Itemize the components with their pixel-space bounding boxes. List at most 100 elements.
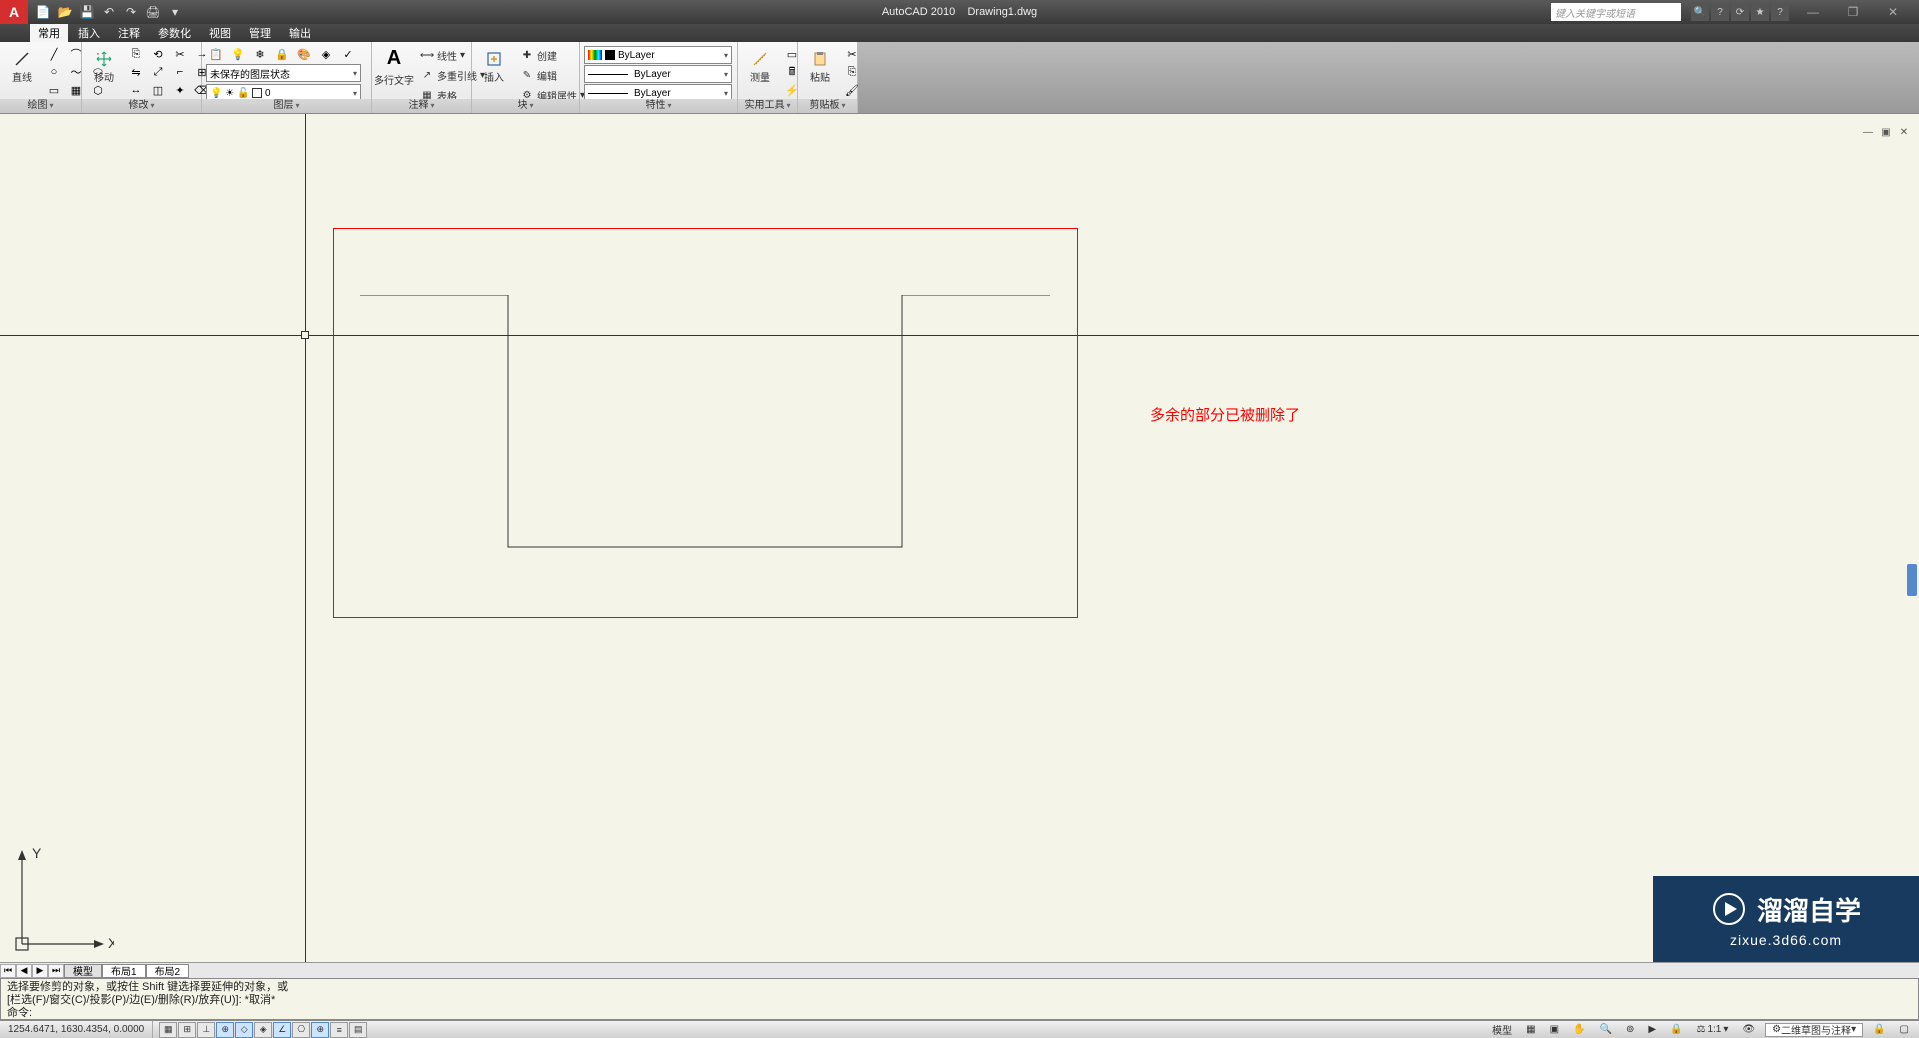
tab-home[interactable]: 常用 <box>30 24 68 42</box>
panel-label-modify[interactable]: 修改 <box>82 99 201 113</box>
sync-icon[interactable]: ⟳ <box>1731 3 1749 21</box>
help-icon[interactable]: ? <box>1711 3 1729 21</box>
clean-screen-icon[interactable]: ▢ <box>1896 1023 1913 1037</box>
search-icon[interactable]: 🔍 <box>1691 3 1709 21</box>
rotate-icon[interactable]: ⟲ <box>148 46 168 62</box>
dyn-toggle[interactable]: ⊕ <box>311 1022 329 1038</box>
panel-label-annotation[interactable]: 注释 <box>372 99 471 113</box>
pan-icon[interactable]: ✋ <box>1569 1023 1589 1037</box>
layer-color-icon[interactable]: 🎨 <box>294 46 314 62</box>
explode-icon[interactable]: ✦ <box>170 82 190 98</box>
canvas[interactable]: 多余的部分已被删除了 Y X — ▣ ✕ 溜溜自学 zixue.3d66.com <box>0 114 1919 962</box>
offset-icon[interactable]: ◫ <box>148 82 168 98</box>
mirror-icon[interactable]: ⇋ <box>126 64 146 80</box>
ducs-toggle[interactable]: ⎔ <box>292 1022 310 1038</box>
cut-icon[interactable]: ✂ <box>842 46 862 62</box>
tab-layout2[interactable]: 布局2 <box>146 964 190 978</box>
tab-first-icon[interactable]: ⏮ <box>0 964 16 978</box>
vp-maximize-icon[interactable]: ▣ <box>1879 126 1893 138</box>
print-icon[interactable]: 🖨 <box>144 3 162 21</box>
polyline-icon[interactable]: ╱ <box>44 46 64 62</box>
panel-label-utilities[interactable]: 实用工具 <box>738 99 797 113</box>
scrollbar-vertical[interactable] <box>1907 564 1917 596</box>
quickview-layouts-icon[interactable]: ▣ <box>1546 1023 1563 1037</box>
create-block-tool[interactable]: ✚创建 <box>516 46 561 64</box>
osnap-toggle[interactable]: ◇ <box>235 1022 253 1038</box>
stretch-icon[interactable]: ↔ <box>126 82 146 98</box>
annovis-icon[interactable]: 👁 <box>1738 1023 1759 1037</box>
redo-icon[interactable]: ↷ <box>122 3 140 21</box>
star-icon[interactable]: ★ <box>1751 3 1769 21</box>
layer-off-icon[interactable]: 💡 <box>228 46 248 62</box>
showmotion-icon[interactable]: ▶ <box>1644 1023 1660 1037</box>
app-logo[interactable]: A <box>0 0 28 24</box>
copy-icon[interactable]: ⎘ <box>126 46 146 62</box>
tab-model[interactable]: 模型 <box>64 964 102 978</box>
otrack-toggle[interactable]: ∠ <box>273 1022 291 1038</box>
annoscale-icon[interactable]: 🔒 <box>1666 1023 1686 1037</box>
edit-block-tool[interactable]: ✎编辑 <box>516 66 561 84</box>
tab-prev-icon[interactable]: ◀ <box>16 964 32 978</box>
minimize-button[interactable]: — <box>1799 4 1827 20</box>
trim-icon[interactable]: ✂ <box>170 46 190 62</box>
fillet-icon[interactable]: ⌐ <box>170 64 190 80</box>
maximize-button[interactable]: ❐ <box>1839 4 1867 20</box>
copy-clip-icon[interactable]: ⎘ <box>842 64 862 80</box>
panel-label-properties[interactable]: 特性 <box>580 99 737 113</box>
tab-parametric[interactable]: 参数化 <box>150 24 199 42</box>
coordinates[interactable]: 1254.6471, 1630.4354, 0.0000 <box>0 1021 153 1038</box>
drawing-area[interactable]: 多余的部分已被删除了 Y X — ▣ ✕ 溜溜自学 zixue.3d66.com <box>0 114 1919 962</box>
tab-annotate[interactable]: 注释 <box>110 24 148 42</box>
linear-dim-tool[interactable]: ⟷线性 ▾ <box>416 46 469 64</box>
line-tool[interactable]: 直线 <box>6 46 38 88</box>
snap-toggle[interactable]: ▦ <box>159 1022 177 1038</box>
qat-dropdown-icon[interactable]: ▾ <box>166 3 184 21</box>
tab-last-icon[interactable]: ⏭ <box>48 964 64 978</box>
panel-label-draw[interactable]: 绘图 <box>0 99 81 113</box>
layer-match-icon[interactable]: ✓ <box>338 46 358 62</box>
ortho-toggle[interactable]: ⊥ <box>197 1022 215 1038</box>
open-icon[interactable]: 📂 <box>56 3 74 21</box>
circle-icon[interactable]: ○ <box>44 64 64 80</box>
scale-label[interactable]: ⚖ 1:1 ▾ <box>1692 1023 1732 1037</box>
layer-freeze-icon[interactable]: ❄ <box>250 46 270 62</box>
3dosnap-toggle[interactable]: ◈ <box>254 1022 272 1038</box>
tab-layout1[interactable]: 布局1 <box>102 964 146 978</box>
layer-props-icon[interactable]: 📋 <box>206 46 226 62</box>
mtext-tool[interactable]: A 多行文字 <box>378 46 410 88</box>
close-button[interactable]: ✕ <box>1879 4 1907 20</box>
info-icon[interactable]: ? <box>1771 3 1789 21</box>
modelspace-button[interactable]: 模型 <box>1488 1023 1516 1037</box>
polar-toggle[interactable]: ⊕ <box>216 1022 234 1038</box>
steering-icon[interactable]: ⊚ <box>1622 1023 1638 1037</box>
color-dropdown[interactable]: ByLayer <box>584 46 732 64</box>
match-icon[interactable]: 🖌 <box>842 82 862 98</box>
tab-manage[interactable]: 管理 <box>241 24 279 42</box>
rect-icon[interactable]: ▭ <box>44 82 64 98</box>
scale-icon[interactable]: ⤢ <box>148 64 168 80</box>
lineweight-dropdown[interactable]: ByLayer <box>584 65 732 83</box>
vp-minimize-icon[interactable]: — <box>1861 126 1875 138</box>
layer-state-dropdown[interactable]: 未保存的图层状态 <box>206 64 361 82</box>
layer-lock-icon[interactable]: 🔒 <box>272 46 292 62</box>
undo-icon[interactable]: ↶ <box>100 3 118 21</box>
tab-view[interactable]: 视图 <box>201 24 239 42</box>
paste-tool[interactable]: 粘贴 <box>804 46 836 88</box>
new-icon[interactable]: 📄 <box>34 3 52 21</box>
panel-label-block[interactable]: 块 <box>472 99 579 113</box>
save-icon[interactable]: 💾 <box>78 3 96 21</box>
tab-next-icon[interactable]: ▶ <box>32 964 48 978</box>
panel-label-clipboard[interactable]: 剪贴板 <box>798 99 857 113</box>
tab-insert[interactable]: 插入 <box>70 24 108 42</box>
command-window[interactable]: 选择要修剪的对象，或按住 Shift 键选择要延伸的对象，或 [栏选(F)/窗交… <box>0 978 1919 1020</box>
qp-toggle[interactable]: ▤ <box>349 1022 367 1038</box>
vp-close-icon[interactable]: ✕ <box>1897 126 1911 138</box>
layer-iso-icon[interactable]: ◈ <box>316 46 336 62</box>
insert-tool[interactable]: 插入 <box>478 46 510 88</box>
measure-tool[interactable]: 测量 <box>744 46 776 88</box>
quickview-icon[interactable]: ▦ <box>1522 1023 1539 1037</box>
grid-toggle[interactable]: ⊞ <box>178 1022 196 1038</box>
panel-label-layers[interactable]: 图层 <box>202 99 371 113</box>
move-tool[interactable]: 移动 <box>88 46 120 88</box>
workspace-switcher[interactable]: ⚙ 二维草图与注释 ▾ <box>1765 1023 1863 1037</box>
